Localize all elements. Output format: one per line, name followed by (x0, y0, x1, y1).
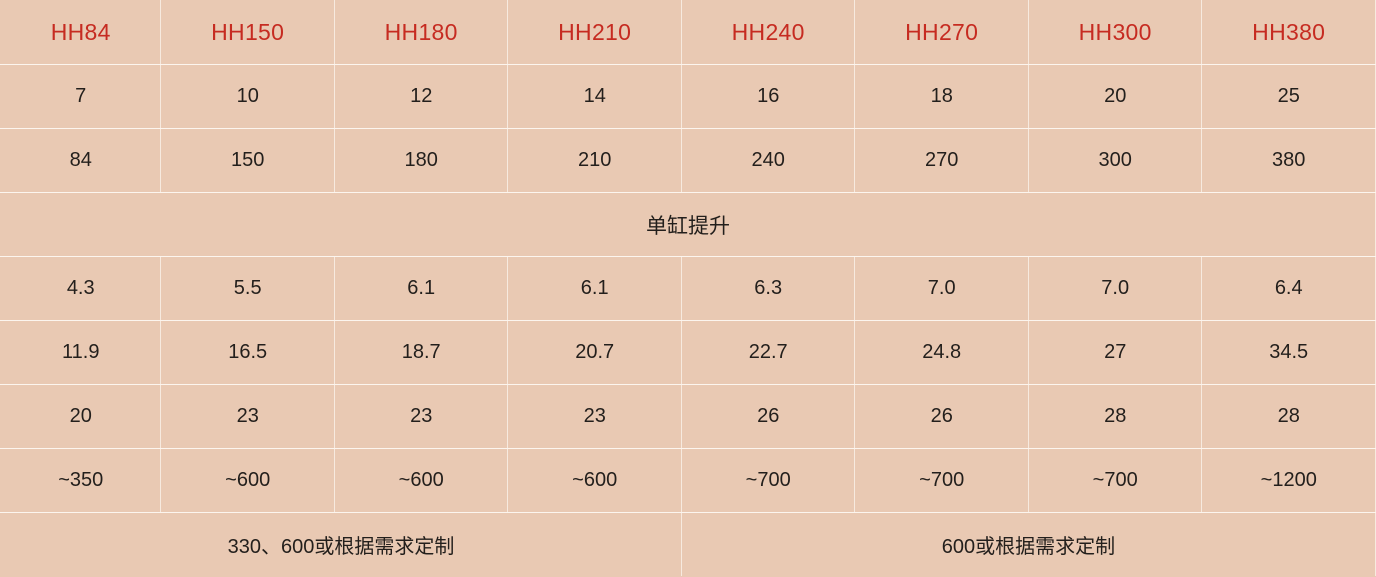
table-row: 20 23 23 23 26 26 28 28 (0, 384, 1376, 449)
cell-value-a-6: 7.0 (1027, 256, 1203, 321)
cell-value-a-0: 4.3 (0, 256, 162, 321)
cell-value-a-1: 5.5 (160, 256, 335, 321)
cell-customization-right: 600或根据需求定制 (680, 512, 1376, 577)
cell-approx-6: ~700 (1027, 448, 1203, 513)
cell-value-b-2: 18.7 (333, 320, 509, 385)
cell-value-c-2: 23 (333, 384, 509, 449)
cell-diameter-3: 14 (507, 64, 682, 129)
cell-value-b-5: 24.8 (854, 320, 1029, 385)
cell-approx-4: ~700 (680, 448, 856, 513)
cell-model-number-0: 84 (0, 128, 162, 193)
cell-value-a-4: 6.3 (680, 256, 856, 321)
cell-value-a-7: 6.4 (1201, 256, 1376, 321)
cell-model-number-4: 240 (680, 128, 856, 193)
column-header-hh240: HH240 (680, 0, 856, 65)
cell-model-number-2: 180 (333, 128, 509, 193)
cell-approx-0: ~350 (0, 448, 162, 513)
cell-approx-3: ~600 (507, 448, 682, 513)
cell-value-a-2: 6.1 (333, 256, 509, 321)
cell-diameter-4: 16 (680, 64, 856, 129)
column-header-hh150: HH150 (160, 0, 335, 65)
cell-value-c-7: 28 (1201, 384, 1376, 449)
cell-model-number-6: 300 (1027, 128, 1203, 193)
cell-lifting-type: 单缸提升 (0, 192, 1376, 257)
cell-value-a-3: 6.1 (507, 256, 682, 321)
table-row: ~350 ~600 ~600 ~600 ~700 ~700 ~700 ~1200 (0, 448, 1376, 513)
table-row-customization: 330、600或根据需求定制 600或根据需求定制 (0, 512, 1376, 577)
table-row: 7 10 12 14 16 18 20 25 (0, 64, 1376, 129)
cell-model-number-3: 210 (507, 128, 682, 193)
cell-approx-1: ~600 (160, 448, 335, 513)
cell-value-b-3: 20.7 (507, 320, 682, 385)
cell-value-c-4: 26 (680, 384, 856, 449)
cell-diameter-7: 25 (1201, 64, 1376, 129)
cell-value-c-6: 28 (1027, 384, 1203, 449)
cell-value-b-0: 11.9 (0, 320, 162, 385)
cell-approx-5: ~700 (854, 448, 1029, 513)
column-header-hh180: HH180 (333, 0, 509, 65)
cell-approx-2: ~600 (333, 448, 509, 513)
column-header-hh210: HH210 (507, 0, 682, 65)
column-header-hh270: HH270 (854, 0, 1029, 65)
cell-value-b-7: 34.5 (1201, 320, 1376, 385)
cell-value-c-5: 26 (854, 384, 1029, 449)
table-row: 4.3 5.5 6.1 6.1 6.3 7.0 7.0 6.4 (0, 256, 1376, 321)
cell-customization-left: 330、600或根据需求定制 (0, 512, 682, 577)
cell-value-b-4: 22.7 (680, 320, 856, 385)
cell-diameter-0: 7 (0, 64, 162, 129)
cell-diameter-6: 20 (1027, 64, 1203, 129)
cell-model-number-5: 270 (854, 128, 1029, 193)
cell-diameter-1: 10 (160, 64, 335, 129)
cell-value-c-1: 23 (160, 384, 335, 449)
cell-value-c-3: 23 (507, 384, 682, 449)
cell-value-b-1: 16.5 (160, 320, 335, 385)
column-header-hh300: HH300 (1027, 0, 1203, 65)
cell-diameter-2: 12 (333, 64, 509, 129)
cell-diameter-5: 18 (854, 64, 1029, 129)
cell-value-b-6: 27 (1027, 320, 1203, 385)
cell-model-number-7: 380 (1201, 128, 1376, 193)
cell-value-c-0: 20 (0, 384, 162, 449)
cell-approx-7: ~1200 (1201, 448, 1376, 513)
cell-model-number-1: 150 (160, 128, 335, 193)
table-row: 84 150 180 210 240 270 300 380 (0, 128, 1376, 193)
table-row: 11.9 16.5 18.7 20.7 22.7 24.8 27 34.5 (0, 320, 1376, 385)
column-header-hh380: HH380 (1201, 0, 1376, 65)
cell-value-a-5: 7.0 (854, 256, 1029, 321)
table-header-row: HH84 HH150 HH180 HH210 HH240 HH270 HH300… (0, 0, 1376, 65)
column-header-hh84: HH84 (0, 0, 162, 65)
table-row-merged-lifting-type: 单缸提升 (0, 192, 1376, 257)
